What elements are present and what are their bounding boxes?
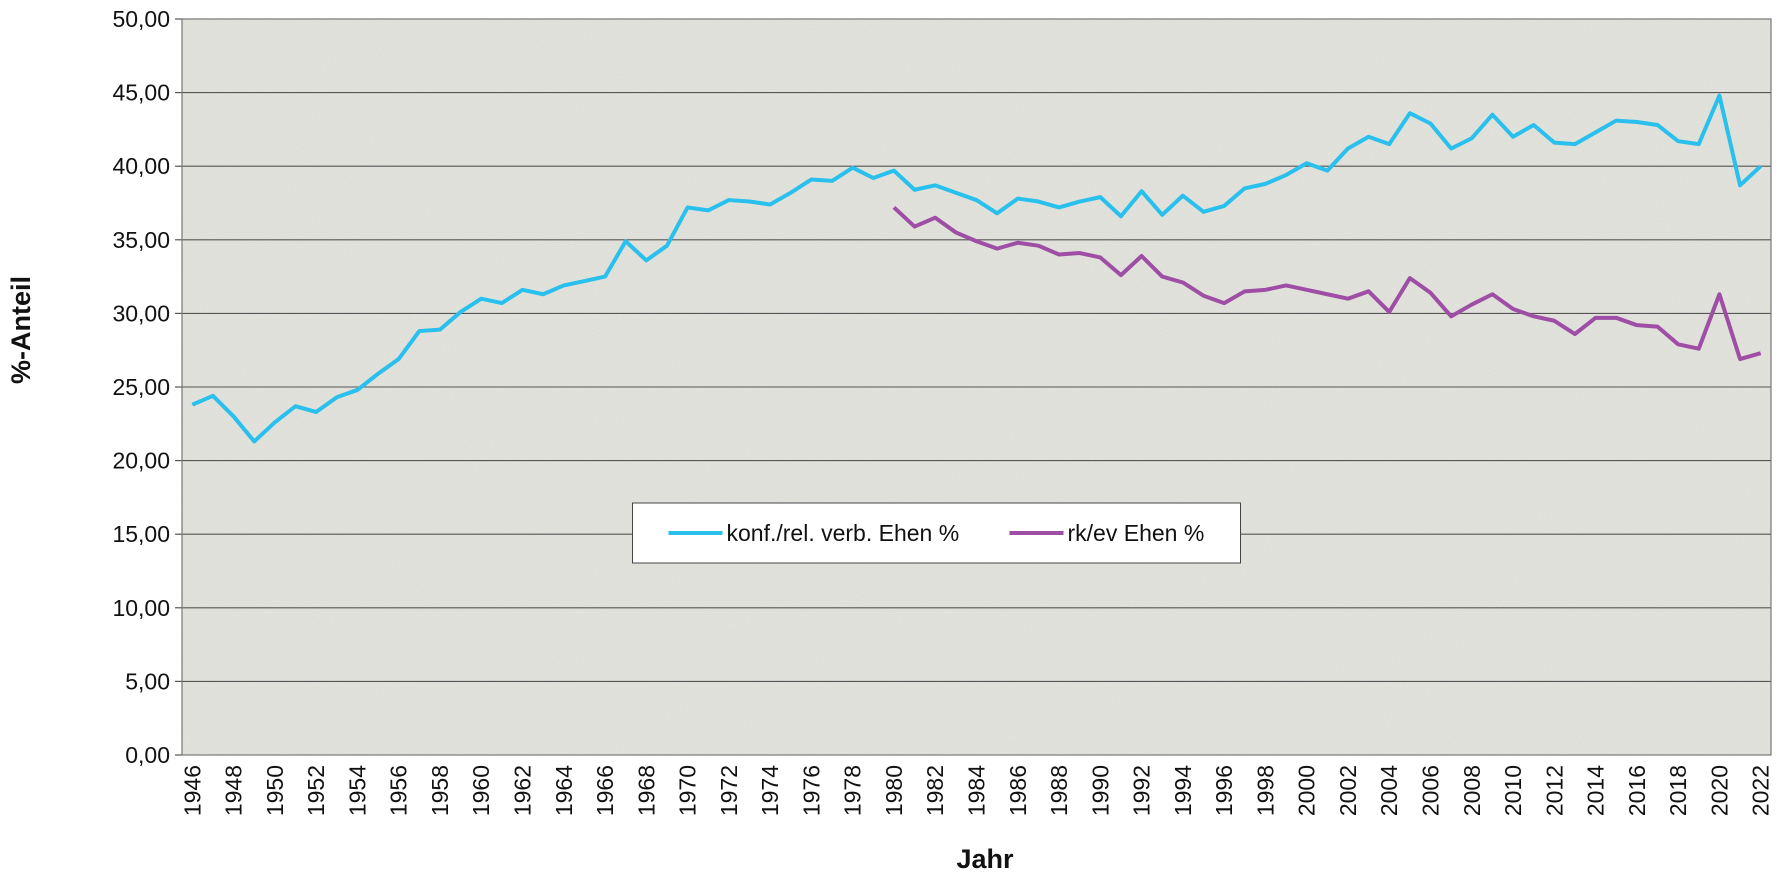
series-line: [191, 93, 1763, 444]
legend-label: konf./rel. verb. Ehen %: [727, 520, 960, 546]
y-tick-label: 35,00: [112, 227, 170, 253]
legend-box: [632, 502, 1241, 564]
y-tick-label: 10,00: [112, 595, 170, 621]
y-tick-label: 15,00: [112, 521, 170, 547]
x-tick-label: 2010: [1500, 765, 1526, 816]
x-tick-label: 2006: [1418, 765, 1444, 816]
x-tick-label: 1956: [386, 765, 412, 816]
x-tick-label: 1960: [468, 765, 494, 816]
x-tick-label: 1954: [344, 765, 370, 816]
x-tick-label: 1948: [221, 765, 247, 816]
x-tick-label: 1952: [303, 765, 329, 816]
x-tick-label: 1968: [633, 765, 659, 816]
legend-label: rk/ev Ehen %: [1068, 520, 1205, 546]
x-tick-label: 2000: [1294, 765, 1320, 816]
x-tick-label: 1976: [798, 765, 824, 816]
x-tick-label: 1994: [1170, 765, 1196, 816]
x-tick-label: 1988: [1046, 765, 1072, 816]
x-tick-label: 1978: [840, 765, 866, 816]
x-tick-label: 2008: [1459, 765, 1485, 816]
y-tick-label: 25,00: [112, 374, 170, 400]
x-tick-label: 2002: [1335, 765, 1361, 816]
x-tick-label: 1986: [1005, 765, 1031, 816]
y-tick-label: 30,00: [112, 300, 170, 326]
x-tick-label: 2020: [1706, 765, 1732, 816]
x-tick-label: 1950: [262, 765, 288, 816]
y-tick-label: 0,00: [125, 742, 170, 768]
x-tick-label: 1974: [757, 765, 783, 816]
y-tick-label: 50,00: [112, 6, 170, 32]
series-line: [892, 205, 1762, 362]
y-tick-label: 5,00: [125, 668, 170, 694]
y-tick-label: 40,00: [112, 153, 170, 179]
x-tick-label: 1946: [179, 765, 205, 816]
x-tick-label: 2018: [1665, 765, 1691, 816]
x-tick-label: 1990: [1087, 765, 1113, 816]
x-tick-label: 2014: [1583, 765, 1609, 816]
x-tick-label: 2004: [1376, 765, 1402, 816]
x-tick-label: 1984: [964, 765, 990, 816]
x-tick-label: 1970: [675, 765, 701, 816]
y-axis-title: %-Anteil: [6, 276, 36, 384]
x-tick-label: 1962: [510, 765, 536, 816]
x-tick-label: 1996: [1211, 765, 1237, 816]
x-tick-label: 1982: [922, 765, 948, 816]
plot-border: [181, 18, 1772, 756]
y-tick-label: 45,00: [112, 80, 170, 106]
y-tick-label: 20,00: [112, 448, 170, 474]
x-tick-label: 1980: [881, 765, 907, 816]
x-tick-label: 1964: [551, 765, 577, 816]
x-tick-label: 1972: [716, 765, 742, 816]
x-tick-label: 1998: [1252, 765, 1278, 816]
x-tick-label: 2012: [1541, 765, 1567, 816]
x-tick-label: 2016: [1624, 765, 1650, 816]
x-tick-label: 2022: [1748, 765, 1774, 816]
x-axis-title: Jahr: [956, 844, 1014, 874]
x-tick-label: 1958: [427, 765, 453, 816]
x-tick-label: 1966: [592, 765, 618, 816]
x-tick-label: 1992: [1129, 765, 1155, 816]
